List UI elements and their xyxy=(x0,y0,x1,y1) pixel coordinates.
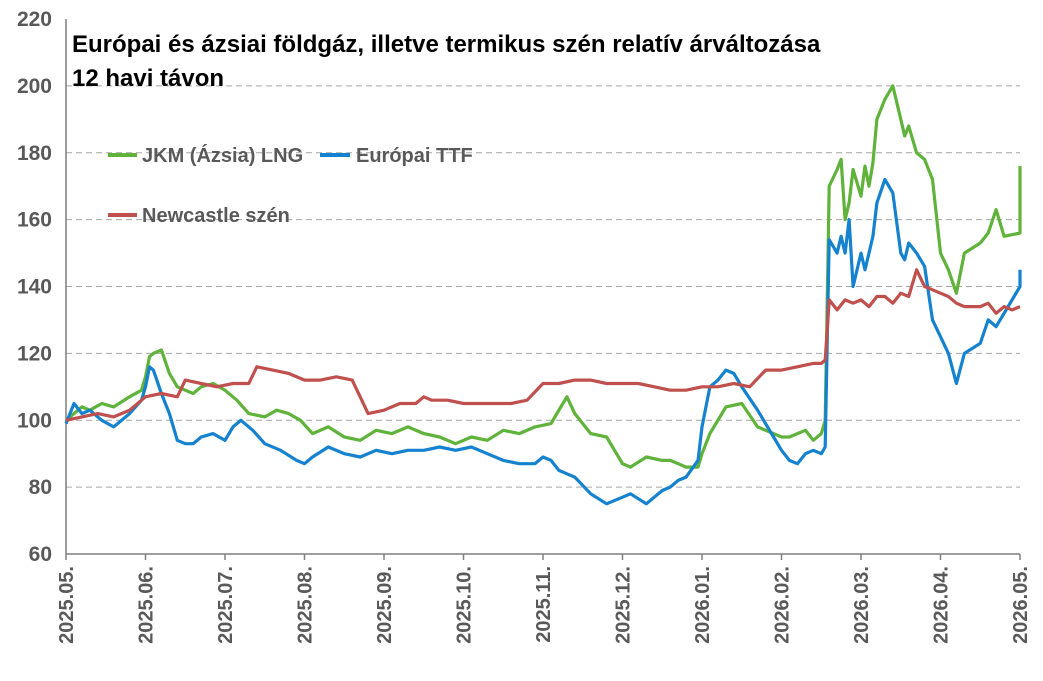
y-axis-ticks: 60 80 100 120 140 160 180 200 220 xyxy=(17,8,52,566)
series-line-jkm-lng xyxy=(64,84,1022,469)
legend-label-ttf: Európai TTF xyxy=(356,145,473,167)
x-tick-label: 2025.10. xyxy=(454,566,476,644)
x-tick-label: 2026.04. xyxy=(931,566,953,644)
y-tick-label: 60 xyxy=(29,543,52,566)
x-tick-label: 2025.11. xyxy=(533,566,555,643)
y-tick-label: 100 xyxy=(17,409,52,432)
series-line-europai-ttf xyxy=(64,177,1022,506)
legend: JKM (Ázsia) LNG Európai TTF Newcastle sz… xyxy=(108,144,473,227)
legend-label-newcastle: Newcastle szén xyxy=(142,205,290,227)
x-tick-label: 2025.06. xyxy=(136,566,158,644)
x-tick-label: 2026.05. xyxy=(1010,566,1032,644)
x-tick-label: 2025.09. xyxy=(374,566,396,644)
y-tick-label: 200 xyxy=(17,75,52,98)
chart-title-line-1: Európai és ázsiai földgáz, illetve termi… xyxy=(72,31,821,58)
y-tick-label: 220 xyxy=(17,8,52,31)
y-tick-label: 120 xyxy=(17,342,52,365)
y-tick-label: 180 xyxy=(17,142,52,165)
x-tick-label: 2025.08. xyxy=(295,566,317,644)
gridlines xyxy=(66,85,1020,488)
y-tick-label: 140 xyxy=(17,276,52,299)
x-tick-label: 2025.05. xyxy=(56,566,78,644)
legend-label-jkm: JKM (Ázsia) LNG xyxy=(142,144,303,167)
x-tick-label: 2025.12. xyxy=(613,566,635,644)
series-lines xyxy=(64,84,1022,506)
x-tick-label: 2026.02. xyxy=(772,566,794,644)
y-tick-label: 160 xyxy=(17,209,52,232)
chart-title-line-2: 12 havi távon xyxy=(72,65,224,92)
y-tick-label: 80 xyxy=(29,476,52,499)
series-line-newcastle-szen xyxy=(65,268,1021,422)
x-tick-label: 2025.07. xyxy=(215,566,237,644)
x-tick-label: 2026.01. xyxy=(692,566,714,644)
x-tick-label: 2026.03. xyxy=(851,566,873,644)
x-axis-ticks: 2025.05. 2025.06. 2025.07. 2025.08. 2025.09.… xyxy=(56,554,1032,644)
